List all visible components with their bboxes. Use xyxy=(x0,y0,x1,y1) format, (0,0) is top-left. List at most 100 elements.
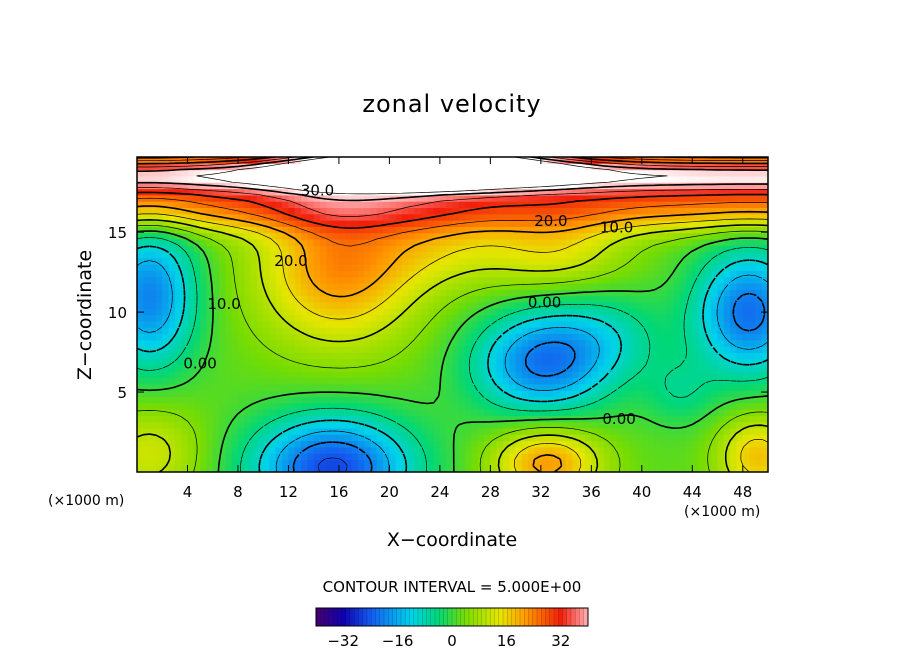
field-cell xyxy=(692,238,700,246)
field-cell xyxy=(414,314,422,322)
field-cell xyxy=(660,409,668,416)
field-cell xyxy=(521,421,529,429)
field-cell xyxy=(181,264,189,271)
field-cell xyxy=(395,371,403,379)
field-cell xyxy=(307,270,315,278)
field-cell xyxy=(698,396,706,404)
field-cell xyxy=(137,352,144,360)
field-cell xyxy=(465,182,473,190)
field-cell xyxy=(282,453,290,460)
field-cell xyxy=(206,283,214,290)
field-cell xyxy=(313,465,321,472)
field-cell xyxy=(395,251,403,259)
field-cell xyxy=(237,358,245,366)
field-cell xyxy=(559,402,567,410)
field-cell xyxy=(408,383,416,391)
field-cell xyxy=(408,194,416,202)
field-cell xyxy=(237,320,245,328)
field-cell xyxy=(490,453,498,460)
field-cell xyxy=(603,308,611,316)
field-cell xyxy=(364,415,372,423)
field-cell xyxy=(275,201,283,208)
field-cell xyxy=(673,339,681,347)
field-cell xyxy=(730,175,738,183)
field-cell xyxy=(357,157,365,164)
field-cell xyxy=(231,289,239,297)
field-cell xyxy=(610,402,618,410)
field-cell xyxy=(622,175,630,183)
field-cell xyxy=(433,415,441,423)
field-cell xyxy=(730,226,738,234)
field-cell xyxy=(698,333,706,341)
field-cell xyxy=(534,459,542,467)
field-cell xyxy=(376,314,384,322)
field-cell xyxy=(370,238,378,246)
field-cell xyxy=(547,440,555,448)
field-cell xyxy=(376,232,384,240)
field-cell xyxy=(332,415,340,423)
field-cell xyxy=(263,169,271,177)
field-cell xyxy=(534,421,542,429)
field-cell xyxy=(452,207,460,215)
field-cell xyxy=(471,364,479,372)
field-cell xyxy=(698,320,706,328)
field-cell xyxy=(288,283,296,290)
field-cell xyxy=(206,383,214,391)
field-cell xyxy=(704,238,712,246)
field-cell xyxy=(237,213,245,221)
field-cell xyxy=(332,390,340,397)
field-cell xyxy=(187,396,195,404)
field-cell xyxy=(749,283,756,290)
field-cell xyxy=(622,232,630,240)
field-cell xyxy=(427,453,435,460)
field-cell xyxy=(685,308,693,316)
field-cell xyxy=(749,383,756,391)
field-cell xyxy=(338,402,346,410)
field-cell xyxy=(452,220,460,227)
field-cell xyxy=(376,264,384,271)
field-cell xyxy=(502,194,510,202)
field-cell xyxy=(723,226,731,234)
field-cell xyxy=(364,182,372,190)
field-cell xyxy=(685,257,693,265)
field-cell xyxy=(490,220,498,227)
field-cell xyxy=(420,213,428,221)
field-cell xyxy=(730,295,738,303)
field-cell xyxy=(345,377,353,385)
field-cell xyxy=(256,213,264,221)
field-cell xyxy=(654,220,662,227)
field-cell xyxy=(603,421,611,429)
field-cell xyxy=(654,427,662,435)
field-cell xyxy=(389,327,397,334)
field-cell xyxy=(749,352,756,360)
field-cell xyxy=(540,289,548,297)
field-cell xyxy=(578,339,586,347)
field-cell xyxy=(212,314,220,322)
field-cell xyxy=(572,314,580,322)
field-cell xyxy=(471,453,479,460)
field-cell xyxy=(610,213,618,221)
field-cell xyxy=(168,270,176,278)
field-cell xyxy=(193,352,201,360)
field-cell xyxy=(698,257,706,265)
field-cell xyxy=(465,377,473,385)
field-cell xyxy=(187,427,195,435)
field-cell xyxy=(364,371,372,379)
field-cell xyxy=(149,301,157,309)
field-cell xyxy=(332,257,340,265)
field-cell xyxy=(212,465,220,472)
field-cell xyxy=(149,390,157,397)
field-cell xyxy=(572,339,580,347)
field-cell xyxy=(263,371,271,379)
field-cell xyxy=(566,327,573,334)
field-cell xyxy=(206,295,214,303)
field-cell xyxy=(332,320,340,328)
field-cell xyxy=(465,295,473,303)
field-cell xyxy=(540,446,548,454)
field-cell xyxy=(313,339,321,347)
field-cell xyxy=(471,251,479,259)
field-cell xyxy=(219,157,226,164)
field-cell xyxy=(326,364,334,372)
field-cell xyxy=(357,182,365,190)
field-cell xyxy=(370,283,378,290)
